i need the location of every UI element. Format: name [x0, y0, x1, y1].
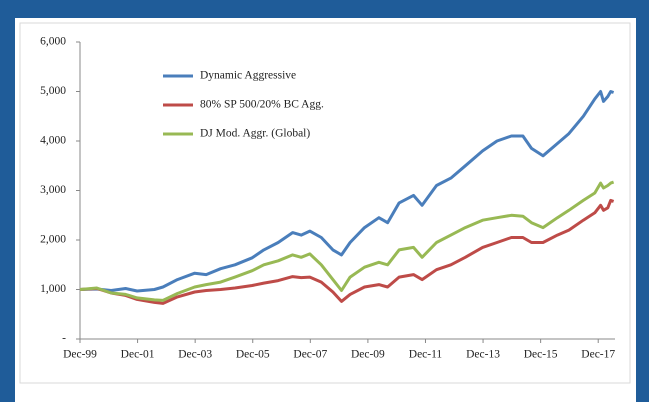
x-tick-label: Dec-13 [466, 349, 500, 361]
y-tick-label: 3,000 [40, 184, 66, 196]
legend-label: 80% SP 500/20% BC Agg. [200, 99, 324, 111]
x-tick-label: Dec-15 [524, 349, 558, 361]
chart-area [19, 22, 631, 384]
y-tick-label: 5,000 [40, 85, 66, 97]
y-tick-label: - [62, 333, 66, 345]
series-line [79, 90, 615, 293]
x-tick-label: Dec-17 [581, 349, 615, 361]
x-tick-label: Dec-03 [178, 349, 212, 361]
panel [15, 18, 636, 402]
series-line [79, 180, 615, 302]
y-tick-label: 2,000 [40, 234, 66, 246]
series-line [79, 198, 615, 305]
y-tick-label: 6,000 [40, 36, 66, 48]
x-tick-label: Dec-05 [236, 349, 270, 361]
x-tick-label: Dec-11 [409, 349, 443, 361]
x-tick-label: Dec-09 [351, 349, 385, 361]
legend-label: Dynamic Aggressive [200, 70, 296, 82]
x-tick-label: Dec-07 [293, 349, 327, 361]
y-tick-label: 4,000 [40, 135, 66, 147]
x-tick-label: Dec-99 [63, 349, 97, 361]
x-tick-label: Dec-01 [121, 349, 155, 361]
y-tick-label: 1,000 [40, 283, 66, 295]
legend-label: DJ Mod. Aggr. (Global) [200, 128, 310, 140]
